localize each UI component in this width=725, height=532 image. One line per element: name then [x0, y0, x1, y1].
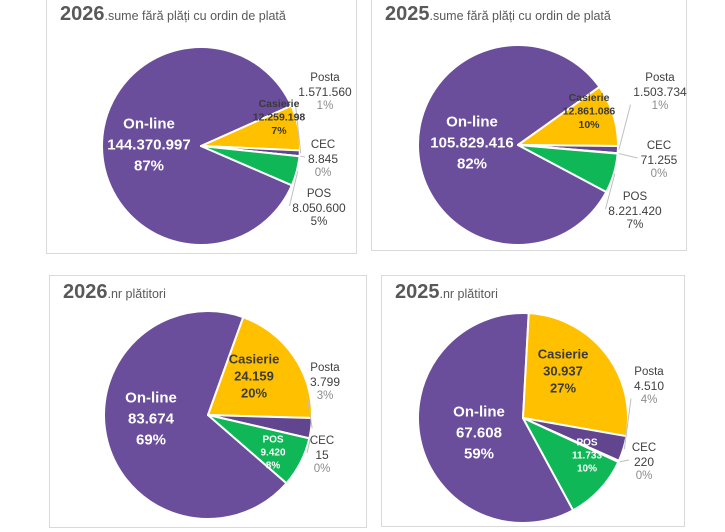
chart-title-year: 2026 — [60, 3, 105, 25]
pie-slice-on-line[interactable] — [417, 44, 608, 246]
leader-line — [306, 394, 313, 429]
pie-slice-pos[interactable] — [517, 144, 619, 193]
pie-inside-label-on-line: On-line 83.674 69% — [125, 389, 177, 448]
pie-slice-on-line[interactable] — [101, 46, 293, 246]
slice-value: 1.571.560 — [298, 85, 352, 99]
chart-panel-2025-platitori: 2025.nr plătitori On-line 67.608 59% Casier… — [381, 275, 685, 527]
chart-title-subtitle: .nr plătitori — [107, 287, 166, 301]
pie-outside-label-posta: Posta 1.503.734 1% — [633, 71, 686, 113]
pie-outside-label-posta: Posta 4.510 4% — [634, 365, 664, 407]
chart-title-year: 2025 — [385, 3, 430, 25]
pie-outside-label-pos: POS 8.050.600 5% — [292, 187, 345, 229]
slice-value: 8.050.600 — [292, 201, 346, 215]
slice-label: Posta — [310, 362, 340, 374]
pie-chart-svg: On-line 67.608 59% Casierie 30.937 27% POS 11.7… — [417, 312, 632, 524]
chart-title-subtitle: .nr plătitori — [439, 287, 498, 301]
leader-line — [605, 173, 616, 210]
pie-outside-label-posta: Posta 1.571.560 1% — [298, 71, 351, 113]
slice-percent: 1% — [651, 100, 669, 112]
chart-title: 2026.nr plătitori — [63, 281, 166, 304]
pie-inside-label-pos: POS 9.420 8% — [260, 435, 285, 472]
slice-percent: 0% — [635, 470, 653, 482]
pie-chart-svg: On-line 105.829.416 82% Casierie 12.861.086 1… — [417, 44, 638, 246]
chart-panel-2025-sume: 2025.sume fără plăți cu ordin de plată O… — [371, 0, 687, 251]
slice-label: CEC — [310, 139, 336, 151]
chart-title-year: 2026 — [63, 281, 108, 303]
pie-slice-pos[interactable] — [522, 417, 620, 512]
pie-outside-label-pos: POS 8.221.420 7% — [608, 190, 661, 232]
chart-title-subtitle: .sume fără plăți cu ordin de plată — [104, 9, 286, 23]
chart-title: 2025.nr plătitori — [395, 281, 498, 304]
slice-label: CEC — [309, 435, 335, 447]
leader-line — [623, 398, 632, 450]
pie-inside-label-on-line: On-line 67.608 59% — [453, 403, 505, 462]
pie-chart-svg: On-line 83.674 69% Casierie 24.159 20% POS 9.42… — [103, 310, 313, 520]
slice-percent: 1% — [316, 100, 334, 112]
slice-value: 8.221.420 — [608, 204, 662, 218]
slice-percent: 5% — [310, 216, 328, 228]
leader-line — [306, 438, 311, 454]
chart-title-year: 2025 — [395, 281, 440, 303]
slice-value: 8.845 — [307, 152, 339, 166]
pie-inside-label-casierie: Casierie 12.861.086 10% — [563, 92, 616, 131]
slice-label: Posta — [634, 366, 664, 378]
slice-percent: 0% — [650, 168, 668, 180]
leader-line — [295, 104, 302, 154]
leader-line — [618, 153, 638, 159]
pie-outside-label-cec: CEC 220 0% — [632, 441, 656, 483]
pie-inside-label-on-line: On-line 144.370.997 87% — [107, 115, 190, 174]
slice-label: POS — [306, 188, 332, 200]
pie-outside-label-cec: CEC 71.255 0% — [641, 139, 678, 181]
leader-line — [619, 459, 630, 463]
slice-label: Posta — [645, 72, 675, 84]
slice-percent: 3% — [316, 390, 334, 402]
pie-slice-casierie[interactable] — [207, 316, 313, 419]
leader-line — [618, 104, 631, 150]
slice-percent: 7% — [626, 219, 644, 231]
pie-slice-on-line[interactable] — [417, 312, 575, 524]
pie-outside-label-cec: CEC 8.845 0% — [308, 138, 338, 180]
slice-value: 3.799 — [309, 375, 341, 389]
pie-chart-svg: On-line 144.370.997 87% Casierie 12.259.198 7… — [101, 46, 306, 246]
chart-title: 2026.sume fără plăți cu ordin de plată — [60, 3, 286, 26]
chart-title: 2025.sume fără plăți cu ordin de plată — [385, 3, 611, 26]
leader-line — [289, 171, 299, 207]
slice-value: 15 — [315, 448, 329, 462]
pie-inside-label-casierie: Casierie 24.159 20% — [229, 352, 280, 401]
chart-panel-2026-platitori: 2026.nr plătitori On-line 83.674 69% Casier… — [49, 275, 367, 528]
pie-slice-on-line[interactable] — [103, 310, 288, 520]
pie-inside-label-pos: POS 11.733 10% — [572, 438, 602, 475]
pie-inside-label-on-line: On-line 105.829.416 82% — [430, 113, 513, 172]
pie-slice-pos[interactable] — [200, 145, 301, 187]
slice-label: POS — [622, 191, 648, 203]
chart-title-subtitle: .sume fără plăți cu ordin de plată — [429, 9, 611, 23]
pie-outside-label-posta: Posta 3.799 3% — [310, 361, 340, 403]
slice-percent: 4% — [640, 394, 658, 406]
pie-inside-label-casierie: Casierie 12.259.198 7% — [253, 98, 306, 137]
slice-percent: 0% — [314, 167, 332, 179]
pie-inside-label-casierie: Casierie 30.937 27% — [538, 347, 589, 396]
chart-panel-2026-sume: 2026.sume fără plăți cu ordin de plată O… — [46, 0, 357, 254]
slice-label: CEC — [646, 140, 672, 152]
slice-value: 1.503.734 — [633, 85, 687, 99]
pie-outside-label-cec: CEC 15 0% — [310, 434, 334, 476]
slice-value: 71.255 — [640, 153, 678, 167]
pie-slice-pos[interactable] — [207, 414, 311, 485]
slice-percent: 0% — [313, 463, 331, 475]
slice-label: CEC — [631, 442, 657, 454]
slice-label: Posta — [310, 72, 340, 84]
slice-value: 220 — [633, 455, 655, 469]
leader-line — [300, 155, 306, 158]
slice-value: 4.510 — [633, 379, 665, 393]
